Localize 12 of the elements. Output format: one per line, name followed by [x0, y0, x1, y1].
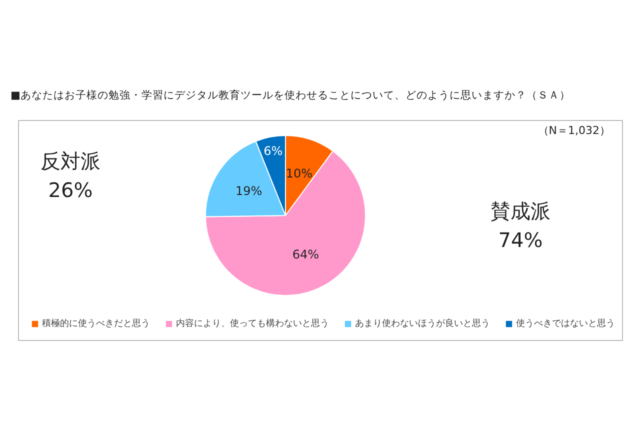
- legend-label: 積極的に使うべきだと思う: [42, 318, 150, 330]
- data-label: 19%: [236, 184, 262, 198]
- legend-label: 使うべきではないと思う: [516, 318, 615, 330]
- text: 反対派 26%: [40, 149, 100, 202]
- text: （N＝1,032）: [538, 124, 611, 137]
- legend-label: あまり使わないほうが良いと思う: [355, 318, 490, 330]
- text: 賛成派 74%: [490, 199, 550, 252]
- data-label: 64%: [292, 248, 319, 262]
- data-label: 6%: [264, 144, 283, 158]
- data-label: 10%: [286, 166, 313, 181]
- chart-title: ■あなたはお子様の勉強・学習にデジタル教育ツールを使わせることについて、どのように思いますか？（ＳＡ）: [10, 88, 570, 102]
- legend-label: 内容により、使っても構わないと思う: [176, 318, 329, 330]
